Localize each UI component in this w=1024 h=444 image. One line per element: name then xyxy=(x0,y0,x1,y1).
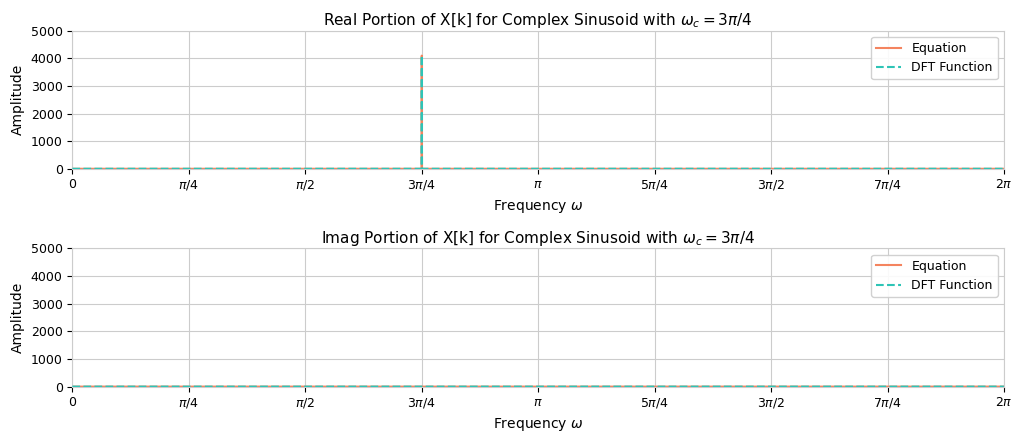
DFT Function xyxy=(416,53,428,58)
DFT Function xyxy=(939,384,951,389)
Equation xyxy=(823,166,836,171)
DFT Function xyxy=(997,384,1010,389)
Equation xyxy=(823,384,836,389)
DFT Function xyxy=(823,384,836,389)
X-axis label: Frequency $\omega$: Frequency $\omega$ xyxy=(493,416,584,433)
DFT Function xyxy=(939,166,951,171)
Y-axis label: Amplitude: Amplitude xyxy=(11,282,26,353)
Equation xyxy=(139,384,152,389)
Equation xyxy=(67,166,79,171)
X-axis label: Frequency $\omega$: Frequency $\omega$ xyxy=(493,198,584,215)
Equation xyxy=(687,384,699,389)
DFT Function xyxy=(67,166,79,171)
DFT Function xyxy=(974,166,986,171)
Equation xyxy=(997,384,1010,389)
DFT Function xyxy=(997,166,1010,171)
DFT Function xyxy=(139,384,152,389)
Legend: Equation, DFT Function: Equation, DFT Function xyxy=(871,255,997,297)
Legend: Equation, DFT Function: Equation, DFT Function xyxy=(871,37,997,79)
Equation xyxy=(939,166,951,171)
Equation xyxy=(139,166,152,171)
Equation xyxy=(890,384,902,389)
Equation xyxy=(416,53,428,58)
Equation xyxy=(974,166,986,171)
Equation xyxy=(67,384,79,389)
Equation xyxy=(997,166,1010,171)
DFT Function xyxy=(890,384,902,389)
DFT Function xyxy=(974,384,986,389)
DFT Function xyxy=(139,166,152,171)
Equation xyxy=(939,384,951,389)
Line: DFT Function: DFT Function xyxy=(73,56,1004,169)
Y-axis label: Amplitude: Amplitude xyxy=(11,64,26,135)
DFT Function xyxy=(823,166,836,171)
Equation xyxy=(891,166,903,171)
DFT Function xyxy=(687,384,699,389)
Equation xyxy=(974,384,986,389)
Line: Equation: Equation xyxy=(73,56,1004,169)
DFT Function xyxy=(891,166,903,171)
DFT Function xyxy=(687,166,699,171)
Title: Imag Portion of X[k] for Complex Sinusoid with $\omega_c = 3\pi/4$: Imag Portion of X[k] for Complex Sinusoi… xyxy=(322,229,756,248)
DFT Function xyxy=(67,384,79,389)
Title: Real Portion of X[k] for Complex Sinusoid with $\omega_c = 3\pi/4$: Real Portion of X[k] for Complex Sinusoi… xyxy=(324,11,753,30)
Equation xyxy=(687,166,699,171)
